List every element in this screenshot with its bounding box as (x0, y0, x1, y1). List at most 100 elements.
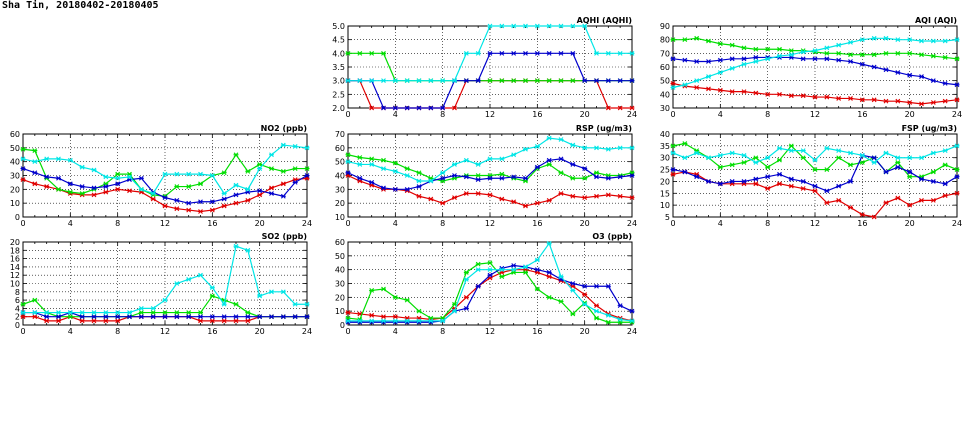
no2-series-red-point (150, 196, 156, 202)
aqhi-series-blue-point (582, 78, 588, 84)
no2-series-green-point (198, 181, 203, 187)
fsp-series-cyan-point (930, 150, 936, 156)
rsp-series-cyan-point (369, 162, 375, 167)
aqhi-series-cyan-point (605, 50, 611, 56)
no2-series-blue-point (79, 184, 85, 189)
aqi-series-red-point (954, 97, 960, 103)
aqi-series-green-point (895, 50, 901, 56)
aqi-series-blue-point (706, 59, 711, 64)
so2-series-cyan-point (292, 301, 298, 307)
so2-series-blue-point (56, 314, 61, 320)
no2-series-cyan-point (127, 174, 132, 180)
fsp-series-green-point (954, 167, 960, 172)
rsp-x-tick-label: 16 (532, 219, 542, 228)
no2-series-red-point (174, 206, 180, 212)
aqhi-series-blue-point (534, 50, 540, 56)
fsp-series-blue-point (919, 176, 924, 182)
aqi-series-red-point (800, 93, 806, 99)
aqi-series-red-point (670, 81, 676, 86)
rsp-x-tick-label: 0 (345, 219, 350, 228)
fsp-series-blue-point (706, 179, 711, 184)
aqhi-series-red-point (605, 105, 611, 111)
o3-series-green-point (416, 308, 422, 314)
so2-y-tick-label: 6 (15, 296, 20, 305)
no2-series-red-point (280, 181, 286, 187)
no2-series-blue-point (209, 199, 215, 205)
aqi-series-blue-point (694, 59, 700, 64)
aqi-series-red-point (942, 98, 948, 104)
rsp-series-cyan-point (416, 178, 422, 184)
no2-series-blue-point (91, 185, 97, 191)
so2-series-blue-point (150, 314, 156, 320)
so2-series-cyan-point (79, 310, 85, 315)
rsp-series-cyan-point (570, 142, 576, 148)
so2-title: SO2 (ppb) (262, 232, 307, 241)
fsp-series-cyan-point (836, 148, 842, 153)
no2-series-red-point (32, 181, 38, 187)
no2-y-tick-label: 30 (10, 172, 20, 181)
aqhi-chart: 0 4 8 12 16 20 24 2.0 2.5 3.0 3.5 4.0 4.5 5.0 AQHI (AQ… (332, 16, 637, 119)
aqi-chart: 0 4 8 12 16 20 24 30 40 50 60 70 80 90 AQI (AQI) (660, 16, 962, 119)
aqi-series-cyan-point (859, 37, 865, 43)
so2-y-tick-label: 16 (10, 255, 20, 264)
aqi-series-cyan-point (800, 49, 806, 55)
no2-series-blue-point (292, 180, 298, 185)
fsp-series-red-point (848, 205, 853, 210)
o3-series-cyan-point (345, 318, 351, 324)
fsp-series-cyan-point (824, 145, 830, 151)
aqhi-series-cyan-point (582, 23, 588, 29)
aqhi-y-tick-label: 2.5 (332, 90, 345, 99)
aqi-series-green-point (765, 46, 771, 52)
fsp-series-red-point (741, 181, 747, 187)
so2-x-tick-label: 12 (160, 327, 170, 336)
fsp-series-green-point (859, 160, 865, 165)
no2-y-tick-label: 50 (10, 144, 20, 153)
aqhi-title: AQHI (AQHI) (577, 16, 632, 25)
fsp-series-blue-point (824, 188, 830, 194)
no2-series-red-point (127, 188, 132, 194)
rsp-series-red-point (487, 192, 493, 198)
so2-series-red-point (245, 318, 251, 324)
so2-series-cyan-point (280, 289, 286, 295)
o3-x-tick-label: 16 (532, 327, 542, 336)
fsp-y-tick-label: 35 (660, 142, 670, 151)
no2-series-blue-point (198, 199, 203, 205)
no2-series-blue-point (103, 184, 109, 189)
aqhi-y-tick-label: 4.5 (332, 36, 345, 45)
no2-series-cyan-point (174, 171, 180, 177)
rsp-series-cyan-point (594, 145, 599, 151)
rsp-y-tick-label: 30 (335, 185, 345, 194)
o3-series-green-point (463, 270, 469, 275)
rsp-series-green-point (582, 175, 588, 181)
aqi-series-red-point (907, 100, 913, 105)
aqi-series-green-point (729, 42, 735, 48)
aqhi-y-tick-label: 3.5 (332, 63, 345, 72)
o3-series-blue-point (582, 283, 588, 289)
fsp-series-red-point (919, 198, 924, 203)
fsp-chart: 0 4 8 12 16 20 24 5 10 15 20 25 30 35 40 FSP (ug/m3) (660, 124, 962, 228)
fsp-series-red-point (836, 198, 842, 203)
o3-x-tick-label: 12 (485, 327, 495, 336)
rsp-series-red-point (629, 195, 635, 201)
so2-series-red-point (198, 318, 203, 324)
rsp-series-green-point (558, 170, 564, 176)
o3-series-cyan-point (428, 318, 434, 324)
aqhi-series-green-point (570, 78, 576, 84)
rsp-series-cyan-point (381, 166, 386, 171)
fsp-series-blue-point (812, 183, 818, 189)
no2-series-green-point (304, 166, 310, 171)
rsp-series-blue-point (369, 180, 375, 185)
no2-series-green-point (292, 166, 298, 171)
so2-series-cyan-point (257, 293, 263, 299)
aqhi-series-blue-point (463, 78, 469, 84)
aqhi-series-blue-point (523, 50, 528, 56)
fsp-series-cyan-point (895, 155, 901, 161)
so2-x-tick-label: 20 (255, 327, 265, 336)
fsp-series-blue-point (836, 183, 842, 189)
rsp-series-blue-point (499, 175, 505, 181)
no2-series-green-point (245, 168, 251, 174)
aqhi-y-tick-label: 2.0 (332, 104, 345, 113)
fsp-title: FSP (ug/m3) (902, 124, 957, 133)
aqi-x-tick-label: 24 (952, 110, 962, 119)
aqi-series-cyan-point (682, 82, 688, 88)
